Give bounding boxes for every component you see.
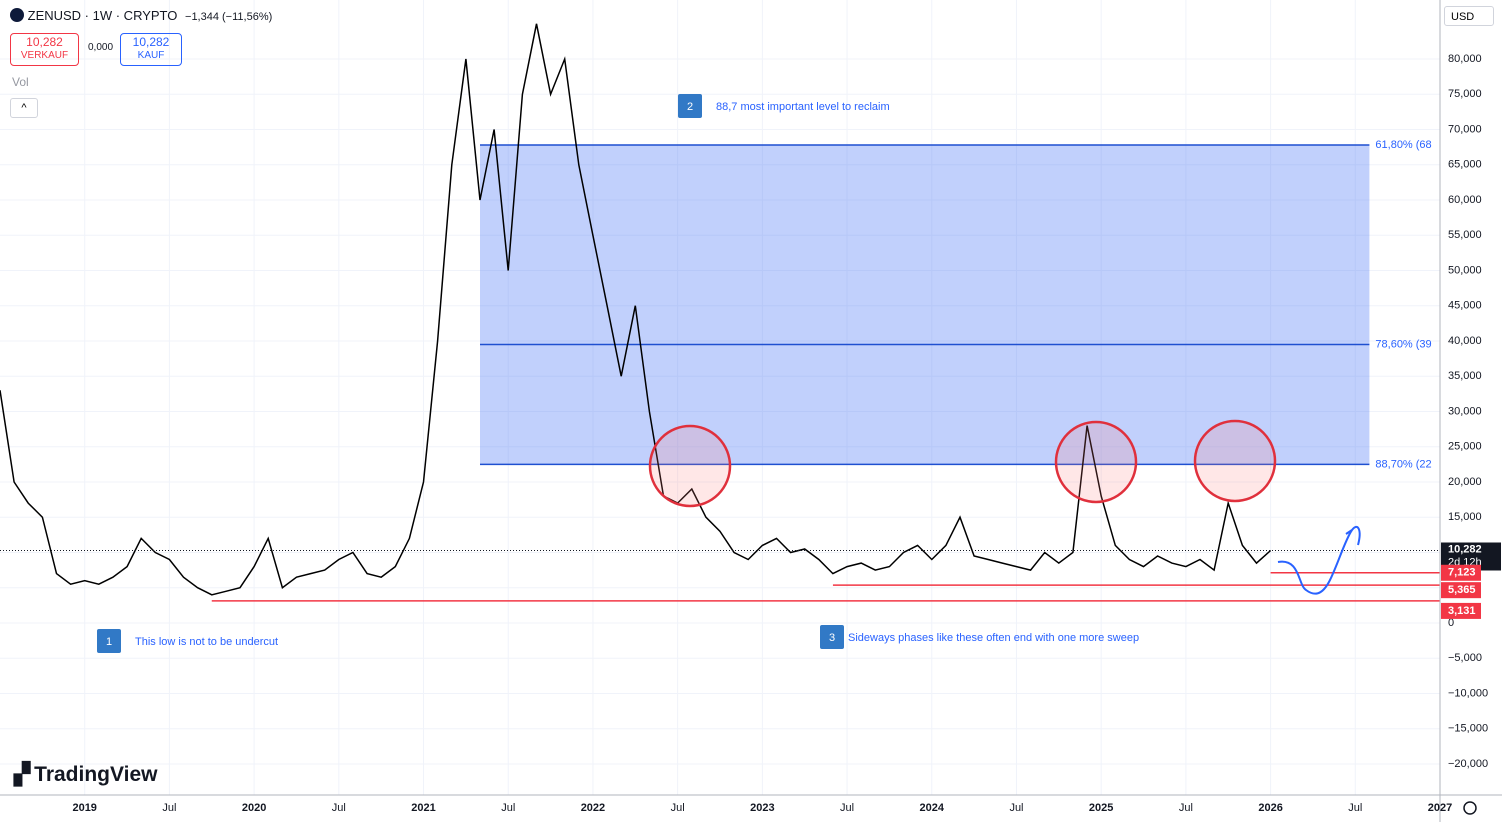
- highlight-circles: [648, 419, 1277, 508]
- sell-button[interactable]: 10,282 VERKAUF: [10, 33, 79, 66]
- x-tick-label: 2025: [1089, 802, 1113, 814]
- circle: [648, 424, 732, 508]
- collapse-button[interactable]: ^: [10, 98, 38, 118]
- annotation-badge: [678, 94, 702, 118]
- fib-zone: [480, 145, 1370, 465]
- annotation-text: Sideways phases like these often end wit…: [848, 632, 1139, 644]
- x-tick-label: 2021: [411, 802, 435, 814]
- fib-label: 78,60% (39: [1375, 338, 1431, 350]
- circle: [1054, 420, 1138, 504]
- buy-price: 10,282: [132, 35, 170, 49]
- last-price-label: 10,282: [1448, 543, 1482, 555]
- y-tick-label: 40,000: [1448, 335, 1482, 347]
- settings-icon[interactable]: [1463, 801, 1477, 815]
- y-tick-label: 0: [1448, 617, 1454, 629]
- fib-label: 61,80% (68: [1375, 139, 1431, 151]
- y-tick-label: 55,000: [1448, 229, 1482, 241]
- sell-price: 10,282: [26, 35, 63, 49]
- fib-label: 88,70% (22: [1375, 458, 1431, 470]
- x-tick-label: Jul: [1348, 802, 1362, 814]
- annotation-text: 88,7 most important level to reclaim: [716, 101, 890, 113]
- volume-label: Vol: [12, 75, 29, 89]
- buy-label: KAUF: [137, 50, 165, 61]
- x-tick-label: 2027: [1428, 802, 1452, 814]
- y-tick-label: 35,000: [1448, 370, 1482, 382]
- annotation-badge: [820, 625, 844, 649]
- symbol: ZENUSD · 1W · CRYPTO: [27, 8, 178, 23]
- price-tag: [1441, 602, 1481, 619]
- x-tick-label: 2023: [750, 802, 774, 814]
- price-line: [0, 23, 1272, 596]
- logo: ▞ TradingView: [14, 763, 158, 786]
- symbol-row: ZENUSD · 1W · CRYPTO −1,344 (−11,56%): [10, 8, 272, 23]
- annotation-text: This low is not to be undercut: [135, 636, 278, 648]
- y-tick-label: 80,000: [1448, 53, 1482, 65]
- y-tick-label: 75,000: [1448, 88, 1482, 100]
- y-tick-label: −15,000: [1448, 723, 1488, 735]
- x-tick-label: Jul: [1009, 802, 1023, 814]
- annotation-number: 3: [829, 632, 835, 644]
- spread: 0,000: [88, 42, 114, 53]
- axes: 80,000 75,000 70,000 65,000 60,000 55,000 50,0…: [72, 53, 1501, 814]
- y-tick-label: 30,000: [1448, 405, 1482, 417]
- annotation-badge: [97, 629, 121, 653]
- y-tick-label: 15,000: [1448, 511, 1482, 523]
- x-tick-label: 2026: [1258, 802, 1282, 814]
- y-tick-label: 25,000: [1448, 441, 1482, 453]
- y-tick-label: 70,000: [1448, 123, 1482, 135]
- change: −1,344 (−11,56%): [185, 11, 273, 23]
- x-tick-label: 2024: [920, 802, 945, 814]
- x-tick-label: 2019: [72, 802, 96, 814]
- x-tick-label: Jul: [501, 802, 515, 814]
- price-tag-label: 7,123: [1448, 567, 1476, 579]
- y-tick-label: 50,000: [1448, 264, 1482, 276]
- x-tick-label: Jul: [1179, 802, 1193, 814]
- logo-text: TradingView: [34, 763, 158, 786]
- x-tick-label: Jul: [162, 802, 176, 814]
- buy-button[interactable]: 10,282 KAUF: [120, 33, 182, 66]
- y-tick-label: 60,000: [1448, 194, 1482, 206]
- plot-area: 61,80% (68 78,60% (39 88,70% (22 1 This low …: [0, 23, 1440, 653]
- x-tick-label: Jul: [332, 802, 346, 814]
- y-tick-label: −20,000: [1448, 758, 1488, 770]
- circle: [1193, 419, 1277, 503]
- x-tick-label: Jul: [671, 802, 685, 814]
- x-tick-label: 2020: [242, 802, 266, 814]
- x-tick-label: 2022: [581, 802, 605, 814]
- price-tag-label: 3,131: [1448, 605, 1476, 617]
- annotation-number: 2: [687, 101, 693, 113]
- y-tick-label: 65,000: [1448, 159, 1482, 171]
- price-axis-panel: [1440, 0, 1502, 822]
- y-tick-label: −10,000: [1448, 687, 1488, 699]
- y-tick-label: −5,000: [1448, 652, 1482, 664]
- currency-select[interactable]: USD: [1444, 6, 1494, 26]
- price-tag-label: 5,365: [1448, 584, 1476, 596]
- x-tick-label: Jul: [840, 802, 854, 814]
- symbol-icon: [10, 8, 24, 22]
- y-tick-label: 45,000: [1448, 300, 1482, 312]
- price-tag: [1441, 582, 1481, 599]
- sell-label: VERKAUF: [20, 50, 69, 61]
- projection-arrow: [1277, 525, 1361, 595]
- y-tick-label: 20,000: [1448, 476, 1482, 488]
- annotation-number: 1: [106, 636, 112, 648]
- price-tag: [1441, 564, 1481, 581]
